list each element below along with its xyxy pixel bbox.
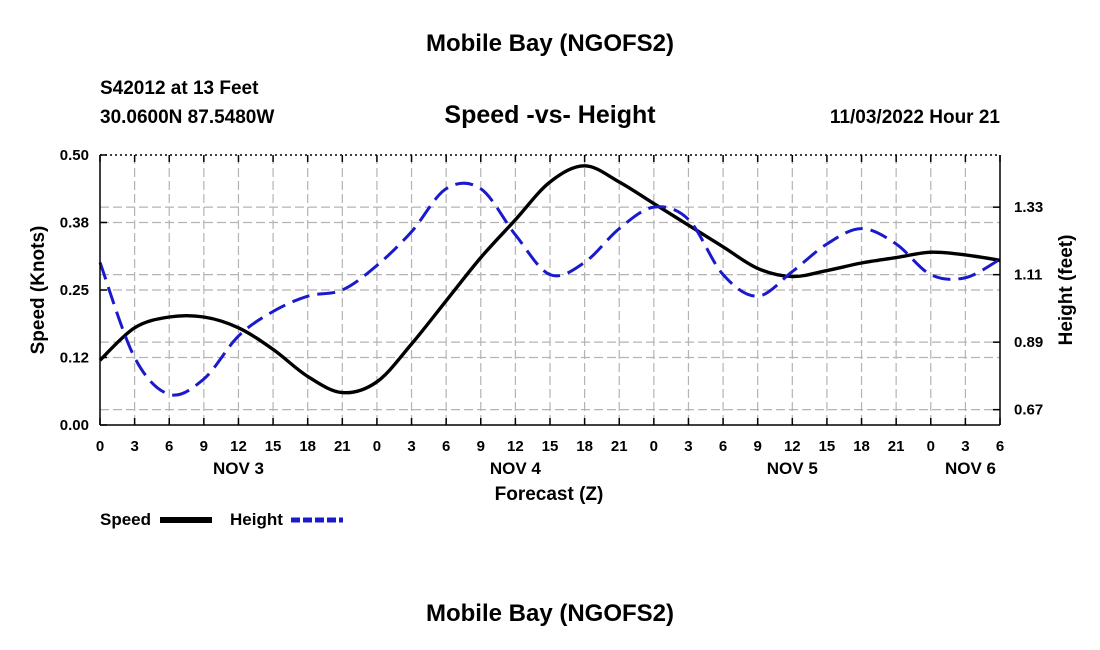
station-label: S42012 at 13 Feet (100, 78, 259, 99)
x-tick-label: 9 (754, 438, 762, 455)
x-tick-label: 15 (265, 438, 282, 455)
x-tick-label: 3 (684, 438, 692, 455)
y-tick-label: 0.00 (60, 417, 89, 434)
x-tick-label: 3 (407, 438, 415, 455)
y2-tick-label: 0.89 (1014, 334, 1043, 351)
y2-tick-label: 1.11 (1014, 267, 1042, 284)
footer-title: Mobile Bay (NGOFS2) (425, 600, 675, 627)
date-label: NOV 6 (945, 459, 996, 478)
x-tick-label: 0 (927, 438, 935, 455)
chart-subtitle: Speed -vs- Height (444, 101, 656, 129)
x-tick-label: 21 (888, 438, 905, 455)
x-tick-label: 21 (611, 438, 628, 455)
y-tick-label: 0.25 (60, 282, 89, 299)
x-tick-label: 6 (719, 438, 727, 455)
y2-tick-label: 0.67 (1014, 402, 1043, 419)
x-tick-label: 18 (299, 438, 316, 455)
x-axis-label: Forecast (Z) (495, 484, 604, 505)
date-label: NOV 3 (213, 459, 264, 478)
height-series-line (98, 181, 1001, 397)
y-tick-label: 0.38 (60, 215, 89, 232)
x-tick-label: 9 (477, 438, 485, 455)
x-tick-label: 0 (96, 438, 104, 455)
chart-title: Mobile Bay (NGOFS2) (425, 30, 675, 57)
legend: Speed Height (100, 510, 343, 529)
x-tick-label: 12 (507, 438, 524, 455)
x-tick-label: 0 (373, 438, 381, 455)
x-tick-label: 12 (784, 438, 801, 455)
x-tick-label: 18 (853, 438, 870, 455)
speed-series-line (98, 164, 1001, 395)
x-tick-label: 6 (996, 438, 1004, 455)
coordinates-label: 30.0600N 87.5480W (100, 107, 275, 128)
y-axis-label: Speed (Knots) (28, 226, 49, 355)
y2-axis-label: Height (feet) (1056, 235, 1077, 346)
legend-label-height: Height (230, 510, 283, 529)
date-label: NOV 4 (490, 459, 542, 478)
x-tick-label: 0 (650, 438, 658, 455)
legend-label-speed: Speed (100, 510, 151, 529)
forecast-datetime: 11/03/2022 Hour 21 (829, 107, 1000, 128)
x-tick-label: 21 (334, 438, 351, 455)
x-tick-label: 3 (961, 438, 969, 455)
x-tick-label: 9 (200, 438, 208, 455)
x-tick-label: 15 (542, 438, 559, 455)
x-tick-label: 12 (230, 438, 247, 455)
x-tick-label: 15 (819, 438, 836, 455)
x-tick-label: 3 (130, 438, 138, 455)
y-tick-label: 0.12 (60, 350, 89, 367)
y-tick-label: 0.50 (60, 147, 89, 164)
x-tick-label: 6 (165, 438, 173, 455)
x-tick-label: 18 (576, 438, 593, 455)
y2-tick-label: 1.33 (1014, 199, 1043, 216)
x-tick-label: 6 (442, 438, 450, 455)
date-label: NOV 5 (767, 459, 818, 478)
